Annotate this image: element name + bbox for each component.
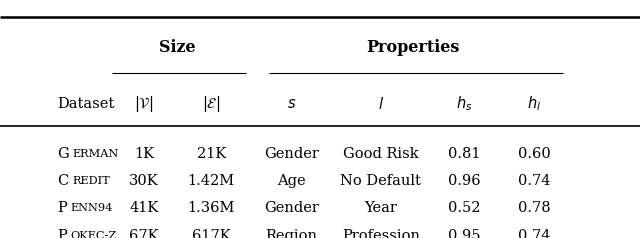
Text: 1.36M: 1.36M bbox=[188, 201, 235, 215]
Text: Age: Age bbox=[277, 174, 305, 188]
Text: 0.74: 0.74 bbox=[518, 229, 550, 238]
Text: Size: Size bbox=[159, 39, 196, 56]
Text: Properties: Properties bbox=[366, 39, 460, 56]
Text: Good Risk: Good Risk bbox=[343, 147, 419, 160]
Text: $h_l$: $h_l$ bbox=[527, 94, 541, 113]
Text: 0.95: 0.95 bbox=[448, 229, 480, 238]
Text: G: G bbox=[58, 147, 69, 160]
Text: 0.81: 0.81 bbox=[448, 147, 480, 160]
Text: 0.52: 0.52 bbox=[448, 201, 480, 215]
Text: No Default: No Default bbox=[340, 174, 421, 188]
Text: Year: Year bbox=[364, 201, 397, 215]
Text: $s$: $s$ bbox=[287, 97, 296, 110]
Text: 41K: 41K bbox=[129, 201, 159, 215]
Text: 0.60: 0.60 bbox=[518, 147, 551, 160]
Text: 21K: 21K bbox=[196, 147, 226, 160]
Text: 0.78: 0.78 bbox=[518, 201, 550, 215]
Text: 617K: 617K bbox=[192, 229, 230, 238]
Text: C: C bbox=[58, 174, 69, 188]
Text: Profession: Profession bbox=[342, 229, 420, 238]
Text: REDIT: REDIT bbox=[72, 176, 110, 186]
Text: $|\mathcal{V}|$: $|\mathcal{V}|$ bbox=[134, 94, 154, 114]
Text: $l$: $l$ bbox=[378, 95, 384, 112]
Text: P: P bbox=[58, 229, 67, 238]
Text: 1K: 1K bbox=[134, 147, 154, 160]
Text: Region: Region bbox=[265, 229, 317, 238]
Text: 67K: 67K bbox=[129, 229, 159, 238]
Text: 0.74: 0.74 bbox=[518, 174, 550, 188]
Text: OKEC-Z: OKEC-Z bbox=[70, 231, 116, 238]
Text: Gender: Gender bbox=[264, 201, 319, 215]
Text: ERMAN: ERMAN bbox=[73, 149, 119, 159]
Text: 30K: 30K bbox=[129, 174, 159, 188]
Text: Dataset: Dataset bbox=[58, 97, 115, 110]
Text: $h_s$: $h_s$ bbox=[456, 94, 472, 113]
Text: P: P bbox=[58, 201, 67, 215]
Text: ENN94: ENN94 bbox=[70, 203, 113, 213]
Text: Gender: Gender bbox=[264, 147, 319, 160]
Text: 0.96: 0.96 bbox=[448, 174, 480, 188]
Text: 1.42M: 1.42M bbox=[188, 174, 235, 188]
Text: $|\mathcal{E}|$: $|\mathcal{E}|$ bbox=[202, 94, 220, 114]
